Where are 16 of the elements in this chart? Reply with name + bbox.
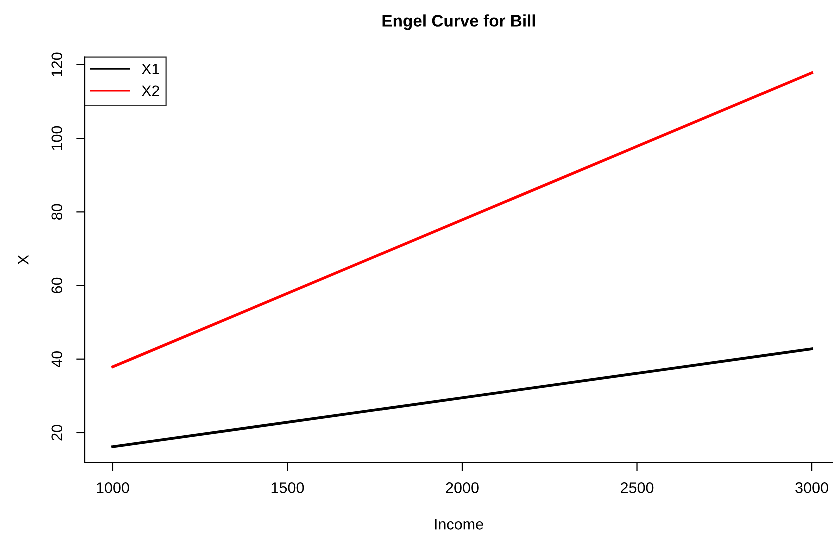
y-tick-label: 100 — [52, 126, 63, 150]
y-tick-label: 20 — [52, 425, 63, 441]
x-axis-title: Income — [435, 519, 484, 530]
y-tick-label: 60 — [52, 278, 63, 294]
x-tick-label: 3000 — [796, 482, 828, 494]
x-tick-label: 1500 — [272, 482, 304, 494]
x-tick-label: 1000 — [97, 482, 130, 494]
chart-title: Engel Curve for Bill — [382, 14, 536, 30]
y-axis-title: X — [18, 255, 29, 265]
legend-label: X1 — [142, 64, 160, 74]
x-tick-label: 2500 — [621, 482, 654, 494]
y-tick-label: 120 — [52, 52, 63, 77]
y-tick-label: 80 — [52, 204, 63, 220]
x-tick-label: 2000 — [446, 482, 479, 494]
legend-label: X2 — [142, 86, 160, 96]
y-tick-label: 40 — [52, 351, 63, 368]
